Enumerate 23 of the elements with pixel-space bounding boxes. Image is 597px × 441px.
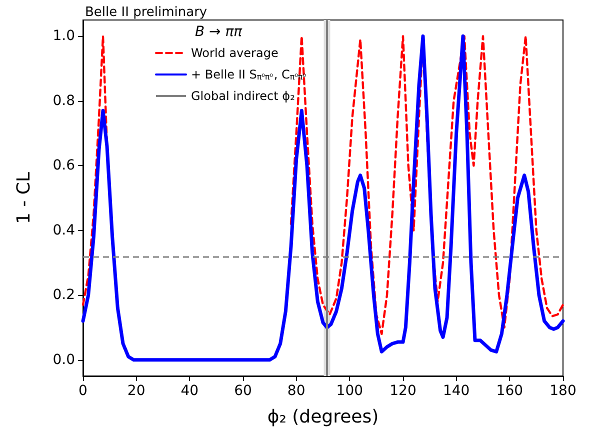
x-tick-label: 80 [287, 383, 306, 399]
x-tick-label: 40 [180, 383, 199, 399]
x-tick-label: 60 [234, 383, 252, 399]
y-tick-label: 0.0 [52, 352, 75, 368]
x-tick-label: 100 [336, 383, 364, 399]
x-tick-label: 160 [496, 383, 524, 399]
y-tick-label: 1.0 [52, 28, 75, 44]
legend-label: + Belle II Sπ⁰π⁰, Cπ⁰π⁰ [191, 68, 306, 82]
x-tick-label: 180 [550, 383, 576, 399]
x-tick-label: 140 [442, 383, 470, 399]
y-tick-label: 0.4 [52, 222, 76, 238]
chart-title: Belle II preliminary [85, 5, 208, 20]
y-axis-title: 1 - CL [14, 172, 34, 224]
legend-label: World average [191, 46, 278, 60]
legend-title: B → ππ [195, 24, 243, 40]
y-tick-label: 0.2 [52, 287, 75, 304]
y-tick-label: 0.6 [52, 158, 76, 174]
x-axis-title: ϕ₂ (degrees) [267, 406, 379, 428]
x-tick-label: 120 [390, 383, 416, 399]
x-tick-label: 0 [78, 383, 88, 399]
x-tick-label: 20 [127, 383, 146, 399]
ref-line-label: Global indirect ϕ₂ [191, 89, 296, 103]
y-tick-label: 0.8 [52, 92, 75, 109]
